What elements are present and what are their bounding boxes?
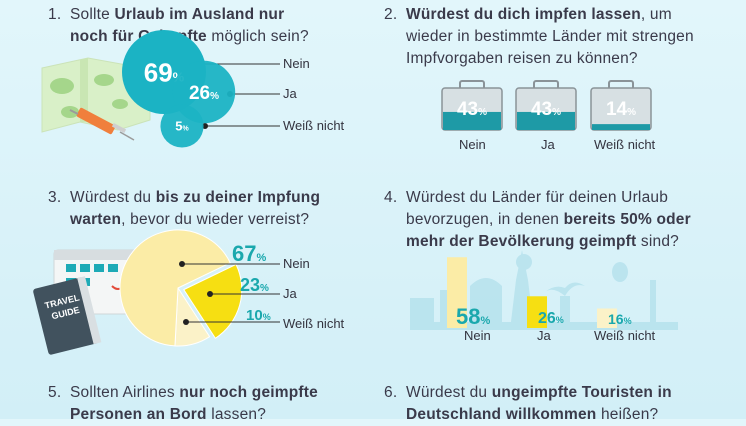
question-text: Sollten Airlines nur noch geimpfte Perso… <box>70 384 318 423</box>
question-text: Würdest du dich impfen lassen, um wieder… <box>406 6 694 67</box>
q2-bar-weiss-nicht <box>592 124 650 130</box>
question-number: 4. <box>384 189 398 206</box>
q2-label-ja: Ja <box>541 137 555 152</box>
q3-value-ja: 23% <box>240 275 269 295</box>
q4-value-nein: 58% <box>456 304 491 329</box>
q4-label-ja: Ja <box>537 328 551 343</box>
q3-pie-slice-ja <box>183 263 243 339</box>
q4-bar-nein <box>447 257 467 328</box>
q3-connector-dots <box>179 261 213 325</box>
q2-label-nein: Nein <box>459 137 486 152</box>
travel-guide-book-icon: TRAVEL GUIDE <box>33 276 102 355</box>
q1-label-ja: Ja <box>283 86 297 101</box>
q1-label-weiss-nicht: Weiß nicht <box>283 118 345 133</box>
question-text: Würdest du Länder für deinen Urlaub bevo… <box>406 189 691 250</box>
q3-label-nein: Nein <box>283 256 310 271</box>
q4-label-nein: Nein <box>464 328 491 343</box>
q3-pie <box>119 229 243 347</box>
q4-value-ja: 26% <box>538 310 564 327</box>
q2-suitcases: 43% 43% 14% <box>441 80 652 131</box>
q2-bar-nein <box>443 111 501 130</box>
q1-bubbles: 69%26%5% <box>122 30 236 148</box>
q4-value-weiss-nicht: 16% <box>608 311 632 327</box>
q3-label-ja: Ja <box>283 286 297 301</box>
question-text: Würdest du bis zu deiner Impfung warten,… <box>70 189 321 228</box>
q1-label-nein: Nein <box>283 56 310 71</box>
q4-bar-weiss-nicht <box>597 308 617 328</box>
question-number: 3. <box>48 189 62 206</box>
q2-bar-ja <box>517 111 575 130</box>
q4-bar-ja <box>527 296 547 328</box>
q3-connector-lines <box>182 263 280 323</box>
question-number: 1. <box>48 6 62 23</box>
syringe-icon <box>69 107 135 141</box>
q3-value-weiss-nicht: 10% <box>246 307 271 324</box>
question-number: 2. <box>384 6 398 23</box>
q4-label-weiss-nicht: Weiß nicht <box>594 328 656 343</box>
q4-bars <box>447 257 617 328</box>
question-text: Würdest du ungeimpfte Touristen in Deuts… <box>406 384 672 423</box>
q3-value-nein: 67% <box>232 241 267 266</box>
question-number: 5. <box>48 384 62 401</box>
q2-label-weiss-nicht: Weiß nicht <box>594 137 656 152</box>
q3-pie-slice-nein <box>119 229 231 347</box>
question-number: 6. <box>384 384 398 401</box>
q1-bubble-weiss-nicht <box>160 104 204 148</box>
q3-label-weiss-nicht: Weiß nicht <box>283 316 345 331</box>
